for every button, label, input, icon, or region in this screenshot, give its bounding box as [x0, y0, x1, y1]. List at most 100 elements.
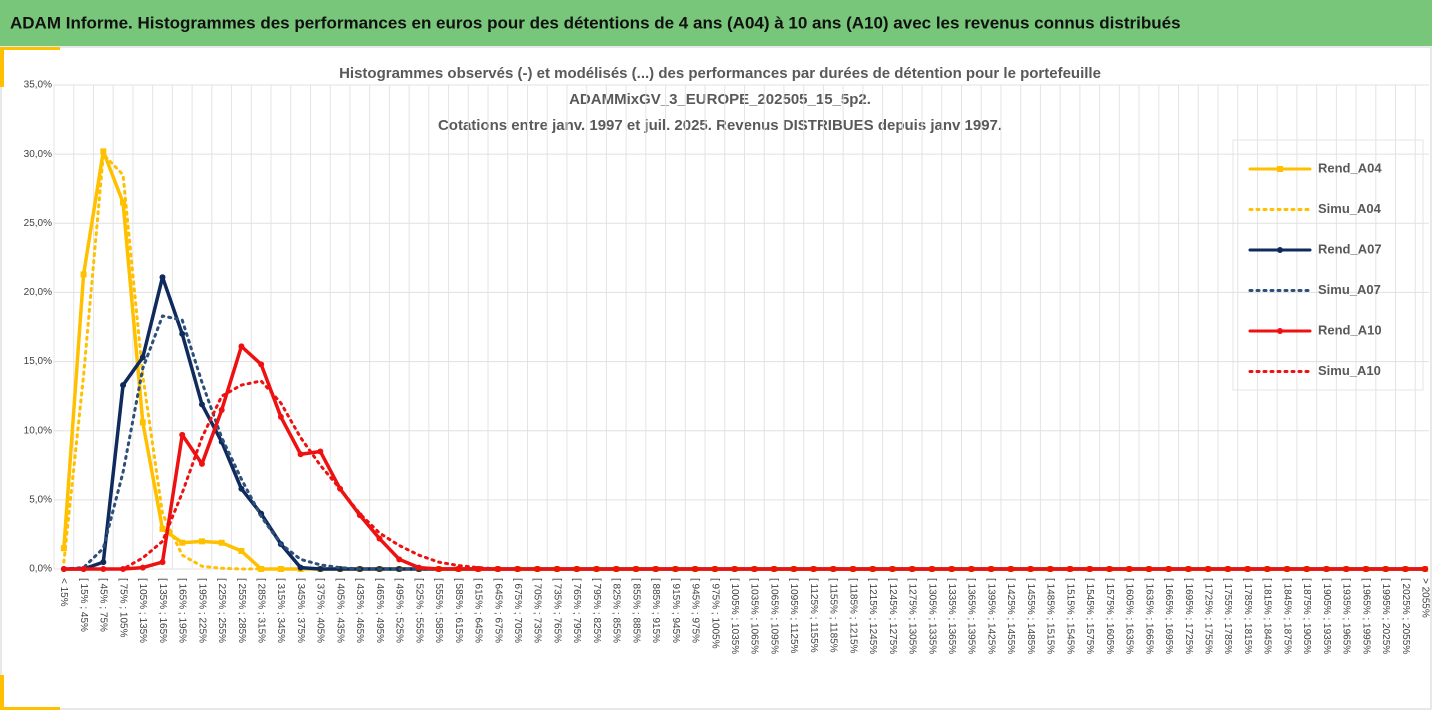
point-marker	[593, 566, 600, 572]
point-marker	[258, 361, 265, 368]
x-tick-label: [ 45% ; 75%	[98, 578, 109, 632]
x-tick-label: [ 1515% ; 1545%	[1064, 578, 1075, 654]
point-marker	[100, 559, 107, 566]
x-tick-label: [ 735% ; 765%	[551, 578, 562, 643]
x-tick-label: [ 345% ; 375%	[295, 578, 306, 643]
header-title: ADAM Informe. Histogrammes des performan…	[10, 13, 1181, 32]
chart-title: Cotations entre janv. 1997 et juil. 2025…	[438, 117, 1002, 134]
point-marker	[238, 343, 245, 350]
point-marker	[198, 460, 205, 467]
x-tick-label: [ 705% ; 735%	[532, 578, 543, 643]
corner-accent	[0, 47, 60, 50]
point-marker	[159, 525, 166, 532]
x-tick-label: [ 1035% ; 1065%	[749, 578, 760, 654]
x-tick-label: [ 495% ; 525%	[394, 578, 405, 643]
corner-accent	[0, 675, 4, 710]
x-tick-label: [ 1425% ; 1455%	[1005, 578, 1016, 654]
point-marker	[1422, 566, 1429, 572]
point-marker	[711, 566, 718, 572]
x-tick-label: [ 1755% ; 1785%	[1222, 578, 1233, 654]
point-marker	[120, 382, 127, 389]
series-line	[62, 344, 1427, 571]
x-tick-label: [ 2025% ; 2055%	[1400, 578, 1411, 654]
x-tick-label: [ 165% ; 195%	[177, 578, 188, 643]
point-marker	[80, 271, 87, 278]
x-tick-label: [ 1965% ; 1995%	[1360, 578, 1371, 654]
y-tick-label: 35,0%	[24, 80, 52, 91]
x-tick-label: [ 855% ; 885%	[630, 578, 641, 643]
x-tick-label: [ 1725% ; 1755%	[1202, 578, 1213, 654]
y-tick-label: 30,0%	[24, 149, 52, 160]
point-marker	[1343, 566, 1350, 572]
point-marker	[179, 431, 186, 438]
x-tick-label: [ 975% ; 1005%	[709, 578, 720, 649]
header-band	[0, 0, 1432, 46]
point-marker	[692, 566, 699, 572]
point-marker	[928, 566, 935, 572]
point-marker	[179, 539, 186, 546]
point-marker	[159, 559, 166, 566]
point-marker	[218, 406, 225, 413]
legend-marker	[1277, 247, 1283, 253]
x-tick-label: [ 1275% ; 1305%	[907, 578, 918, 654]
x-tick-label: > 2055%	[1419, 578, 1430, 618]
x-tick-label: [ 1365% ; 1395%	[966, 578, 977, 654]
x-tick-label: [ 1785% ; 1815%	[1242, 578, 1253, 654]
x-tick-label: [ 1485% ; 1515%	[1045, 578, 1056, 654]
y-tick-label: 10,0%	[24, 425, 52, 436]
x-tick-label: [ 1065% ; 1095%	[768, 578, 779, 654]
x-tick-label: [ 75% ; 105%	[117, 578, 128, 638]
point-marker	[297, 564, 304, 571]
point-marker	[198, 538, 205, 545]
legend-marker	[1277, 166, 1283, 172]
point-marker	[198, 401, 205, 408]
point-marker	[317, 566, 324, 572]
y-tick-label: 0,0%	[29, 564, 52, 575]
point-marker	[120, 199, 127, 206]
point-marker	[159, 274, 166, 281]
legend-box	[1232, 139, 1424, 391]
x-tick-label: [ 585% ; 615%	[453, 578, 464, 643]
x-tick-label: [ 1125% ; 1155%	[808, 578, 819, 653]
point-marker	[238, 548, 245, 555]
point-marker	[1126, 566, 1133, 572]
x-tick-label: [ 555% ; 585%	[433, 578, 444, 643]
point-marker	[218, 539, 225, 546]
x-tick-label: [ 1605% ; 1635%	[1124, 578, 1135, 654]
x-tick-label: [ 825% ; 855%	[611, 578, 622, 643]
x-tick-label: [ 315% ; 345%	[275, 578, 286, 643]
x-tick-label: [ 1845% ; 1875%	[1281, 578, 1292, 654]
x-tick-label: [ 195% ; 225%	[196, 578, 207, 643]
point-marker	[238, 485, 245, 492]
series-line	[62, 152, 1427, 571]
x-tick-label: [ 1545% ; 1575%	[1084, 578, 1095, 654]
x-tick-label: [ 1455% ; 1485%	[1025, 578, 1036, 654]
y-tick-label: 15,0%	[24, 356, 52, 367]
point-marker	[1244, 566, 1251, 572]
legend-marker	[1277, 328, 1283, 334]
point-marker	[179, 330, 186, 337]
x-tick-label: [ 945% ; 975%	[690, 578, 701, 643]
legend-label: Rend_A07	[1318, 241, 1382, 256]
x-tick-label: [ 1095% ; 1125%	[788, 578, 799, 654]
x-tick-label: [ 255% ; 285%	[236, 578, 247, 643]
x-tick-label: [ 465% ; 495%	[374, 578, 385, 643]
legend-label: Simu_A10	[1318, 363, 1381, 378]
x-tick-label: [ 675% ; 705%	[512, 578, 523, 643]
point-marker	[415, 564, 422, 571]
x-tick-label: < 15%	[58, 578, 69, 607]
legend-label: Simu_A07	[1318, 282, 1381, 297]
x-tick-label: [ 1695% ; 1725%	[1183, 578, 1194, 654]
chart-frame	[0, 46, 1432, 710]
point-marker	[277, 413, 284, 420]
chart-title: Histogrammes observés (-) et modélisés (…	[339, 65, 1101, 82]
corner-accent	[0, 707, 60, 710]
x-tick-label: [ 1575% ; 1605%	[1104, 578, 1115, 654]
legend-label: Rend_A10	[1318, 322, 1382, 337]
point-marker	[100, 148, 107, 155]
point-marker	[1145, 566, 1152, 572]
x-tick-label: [ 1305% ; 1335%	[926, 578, 937, 654]
y-tick-label: 20,0%	[24, 287, 52, 298]
